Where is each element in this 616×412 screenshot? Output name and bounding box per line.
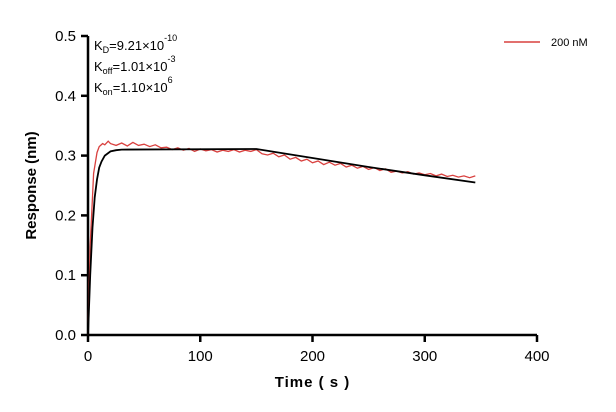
x-axis-label: Time ( s ): [275, 374, 351, 391]
series-line-0: [87, 140, 476, 336]
x-tick-label: 300: [412, 348, 437, 365]
x-tick-label: 0: [84, 348, 92, 365]
x-tick-label: 200: [300, 348, 325, 365]
kinetic-annotation: Koff=1.01×10-3: [94, 54, 175, 76]
y-tick-label: 0.0: [55, 327, 76, 344]
y-tick-label: 0.2: [55, 207, 76, 224]
y-axis-label: Response (nm): [23, 131, 40, 239]
y-tick-label: 0.1: [55, 267, 76, 284]
fit-curve: [87, 148, 476, 336]
kinetic-annotation: Kon=1.10×106: [94, 75, 173, 97]
kinetic-annotation: KD=9.21×10-10: [94, 33, 177, 55]
y-tick-label: 0.5: [55, 28, 76, 45]
y-tick-label: 0.4: [55, 88, 76, 105]
y-tick-label: 0.3: [55, 148, 76, 165]
legend-label: 200 nM: [551, 37, 588, 49]
x-tick-label: 400: [524, 348, 549, 365]
x-tick-label: 100: [188, 348, 213, 365]
